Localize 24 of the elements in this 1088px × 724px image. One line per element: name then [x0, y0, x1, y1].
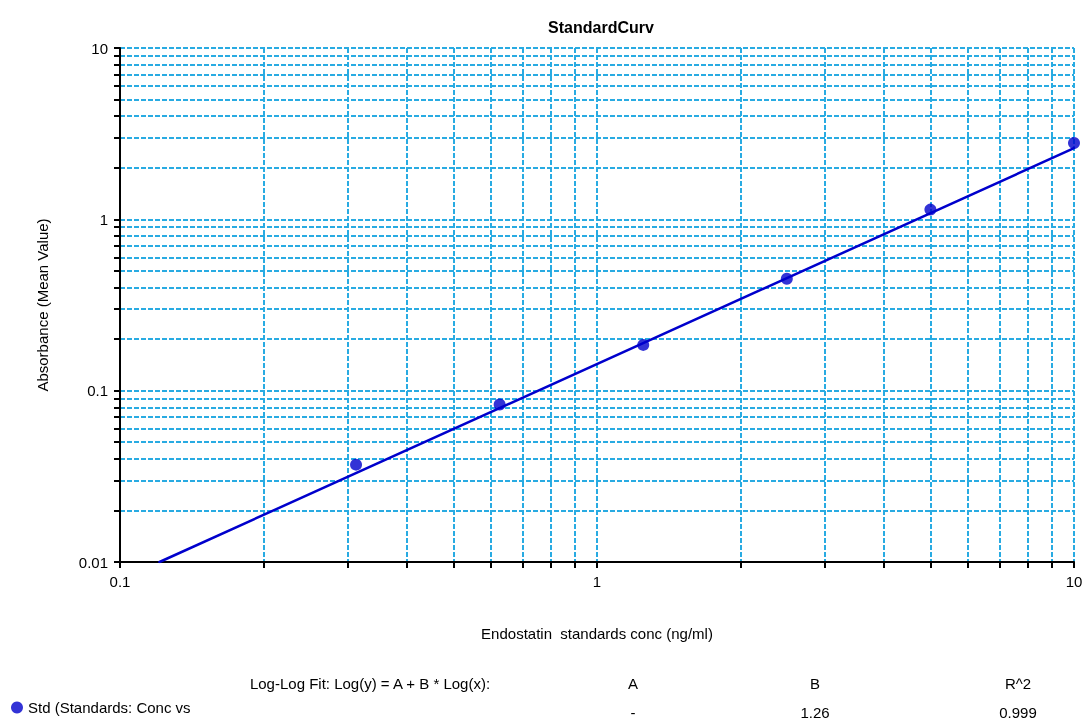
point	[780, 272, 793, 285]
x-tick-label: 0.1	[109, 573, 131, 590]
text: -	[630, 703, 636, 721]
legend-label: Std (Standards: Conc vs	[28, 699, 191, 716]
text: R^2	[1004, 674, 1032, 692]
y-axis-title: Absorbance (Mean Value)	[34, 218, 51, 392]
chart-title: StandardCurv	[548, 18, 654, 36]
text: 1.26	[800, 703, 830, 721]
point	[1068, 136, 1080, 149]
y-tick-label: 10	[91, 39, 108, 57]
text: 0.999	[999, 703, 1037, 721]
y-tick-label: 0.01	[78, 553, 108, 571]
y-tick-label: 0.1	[87, 382, 108, 400]
x-tick-label: 1	[592, 573, 602, 590]
point	[350, 458, 363, 471]
point	[493, 398, 506, 411]
x-tick-label: 10	[1065, 573, 1083, 590]
text: Log-Log Fit: Log(y) = A + B * Log(x):	[249, 674, 491, 692]
x-axis-title: Endostatin standards conc (ng/ml)	[481, 625, 713, 642]
text: B	[809, 674, 821, 692]
text: A	[627, 674, 639, 692]
y-tick-label: 1	[99, 210, 108, 228]
point	[924, 203, 937, 216]
point	[637, 338, 650, 351]
